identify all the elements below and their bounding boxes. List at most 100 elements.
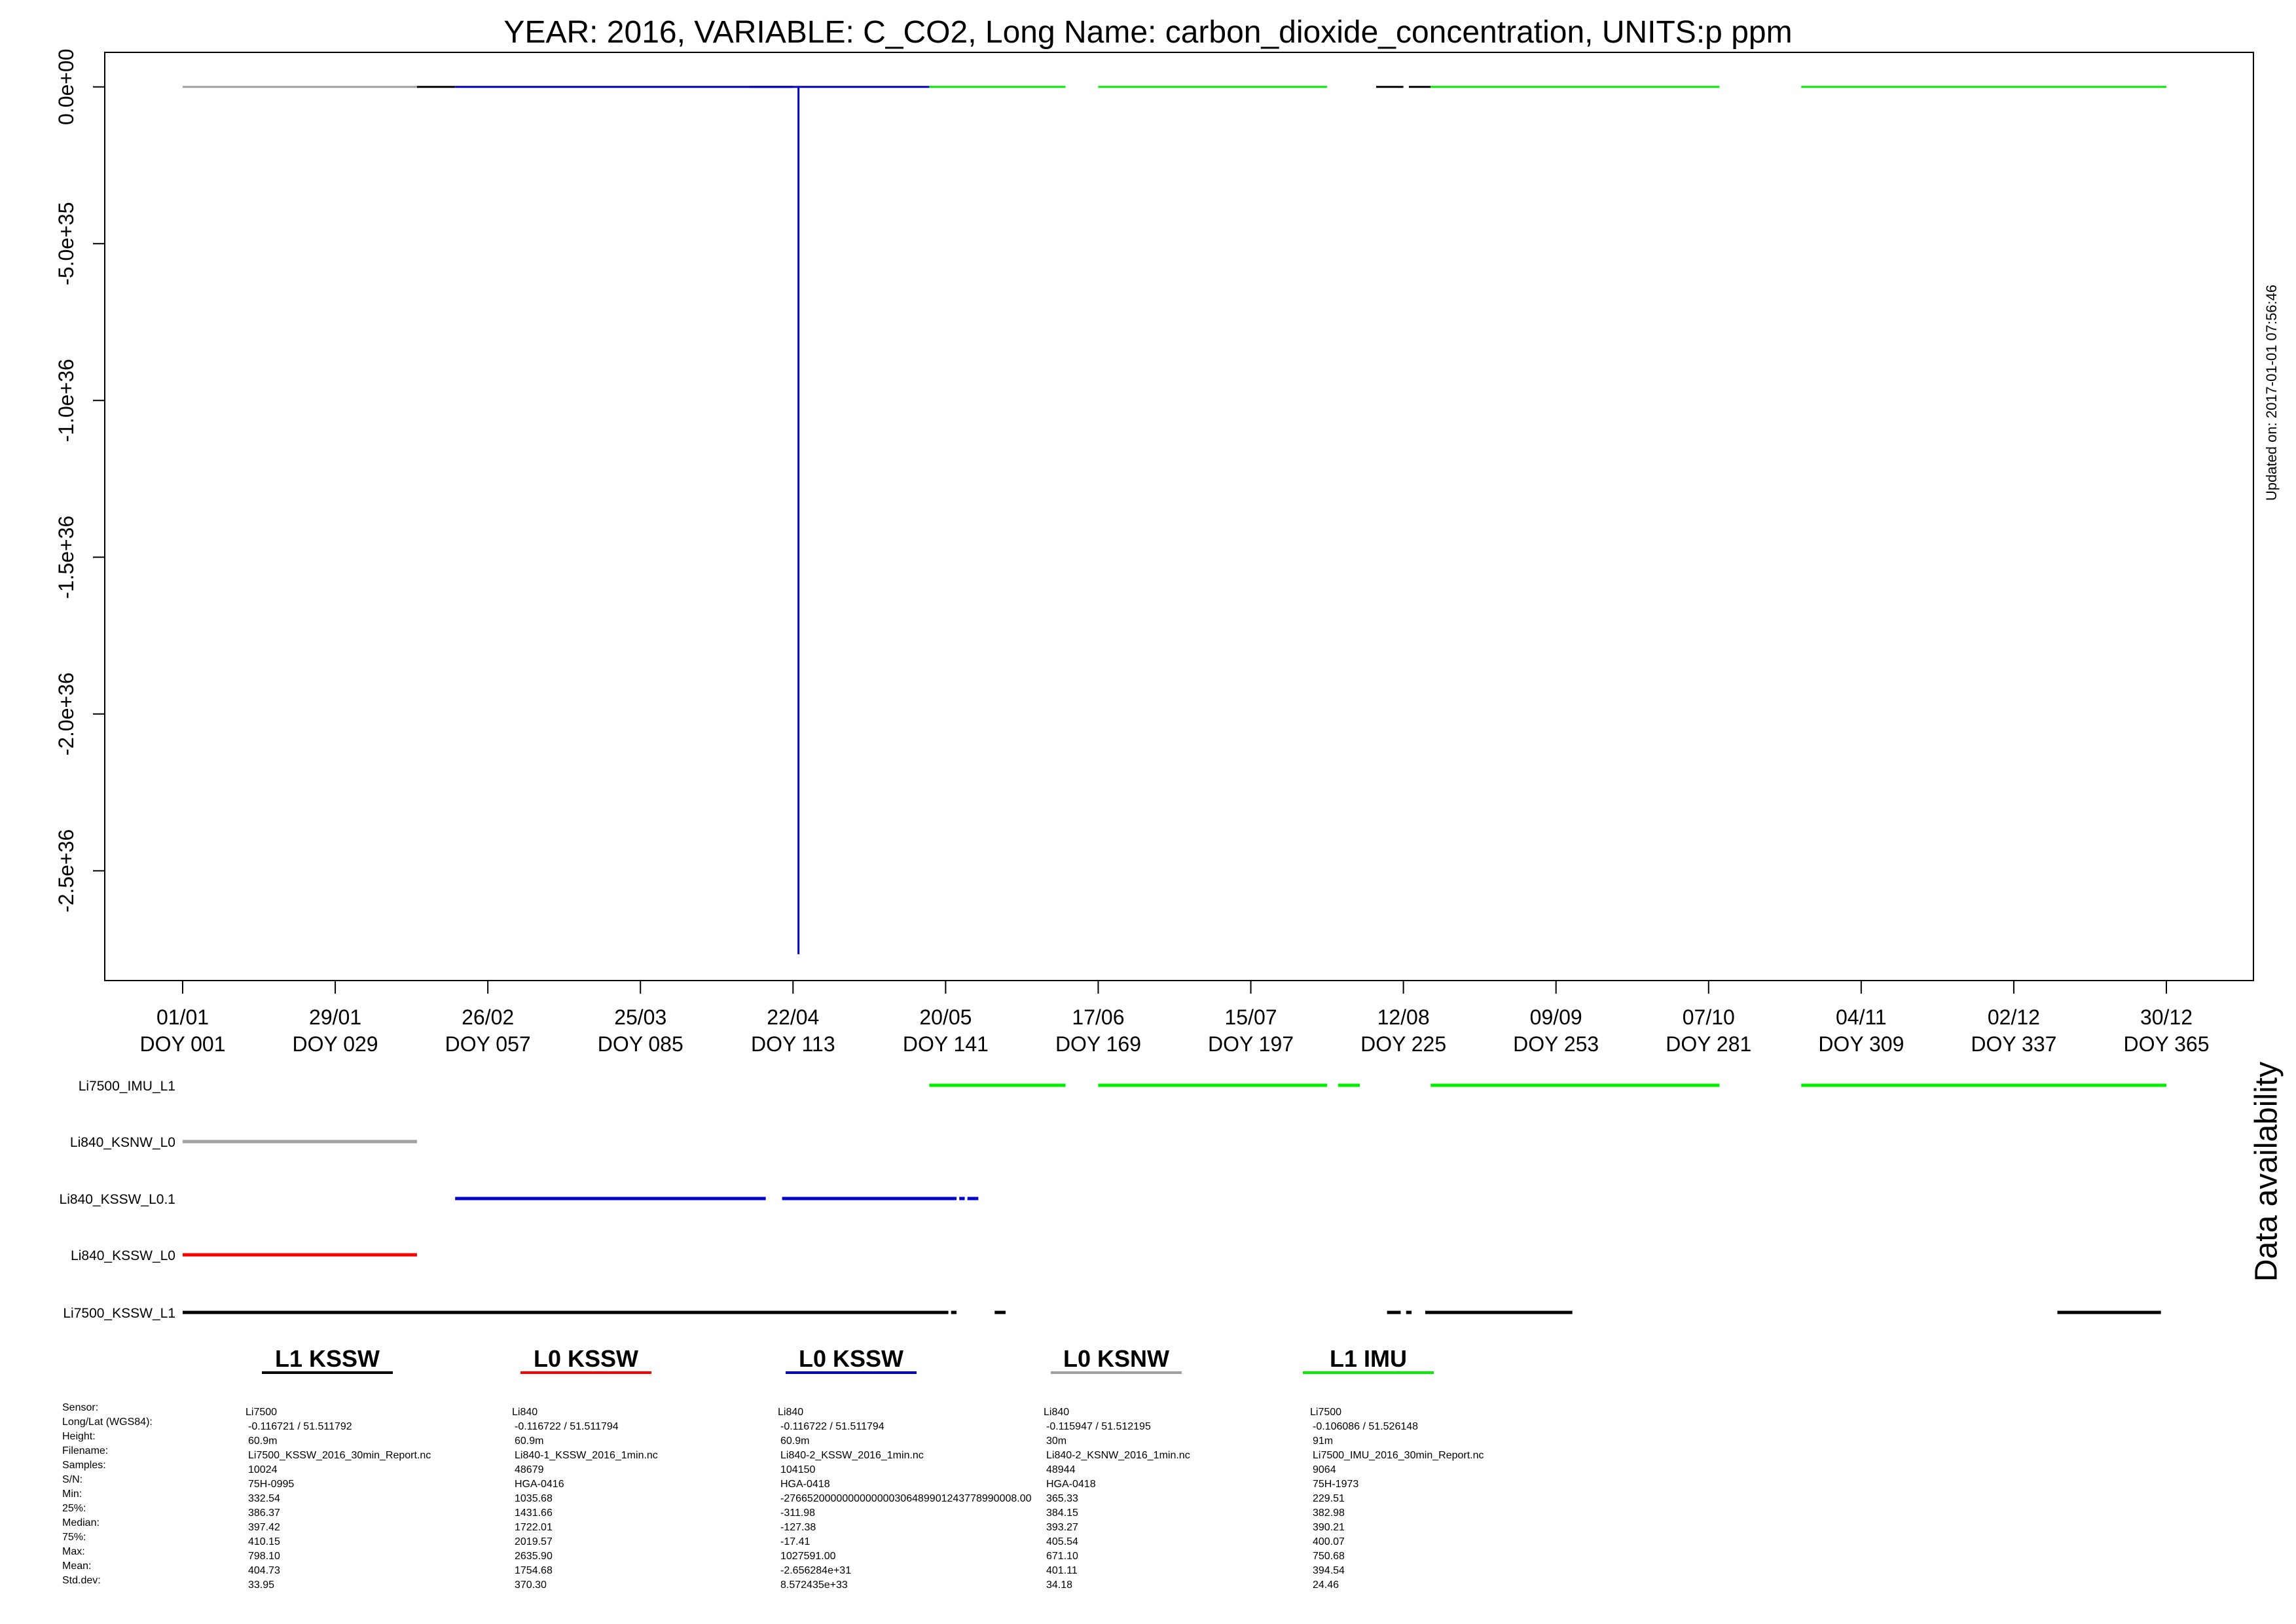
stats-value: Li840 bbox=[512, 1407, 538, 1418]
availability-axis-label: Data availability bbox=[2249, 1061, 2284, 1282]
x-tick-date: 09/09 bbox=[1530, 1005, 1582, 1029]
legend-label: L0 KSSW bbox=[533, 1345, 639, 1372]
stats-value: 405.54 bbox=[1046, 1536, 1078, 1547]
stats-column: Li7500 -0.116721 / 51.511792 60.9m Li7500_K… bbox=[246, 1405, 431, 1593]
x-tick-doy: DOY 281 bbox=[1666, 1032, 1751, 1056]
stats-value: 10024 bbox=[248, 1464, 278, 1475]
stats-value: 401.11 bbox=[1046, 1565, 1078, 1576]
availability-row-label: Li7500_IMU_L1 bbox=[79, 1079, 175, 1094]
stats-value: HGA-0418 bbox=[780, 1479, 830, 1490]
stats-label: Std.dev: bbox=[62, 1575, 101, 1586]
y-tick-label: -2.5e+36 bbox=[54, 829, 78, 912]
stats-value: Li840-1_KSSW_2016_1min.nc bbox=[515, 1450, 658, 1461]
x-tick-date: 04/11 bbox=[1836, 1005, 1887, 1029]
stats-value: 48944 bbox=[1046, 1464, 1076, 1475]
legend-swatch bbox=[262, 1371, 393, 1374]
stats-value: 332.54 bbox=[248, 1493, 280, 1504]
x-tick-date: 22/04 bbox=[767, 1005, 819, 1029]
updated-timestamp: Updated on: 2017-01-01 07:56:46 bbox=[2263, 284, 2280, 501]
y-tick-label: -2.0e+36 bbox=[54, 672, 78, 755]
stats-value: 24.46 bbox=[1313, 1579, 1339, 1591]
x-tick-doy: DOY 113 bbox=[751, 1032, 835, 1056]
availability-row-label: Li840_KSSW_L0 bbox=[71, 1248, 175, 1263]
legend-label: L0 KSSW bbox=[798, 1345, 904, 1372]
stats-value: 104150 bbox=[780, 1464, 816, 1475]
x-tick-date: 07/10 bbox=[1683, 1005, 1735, 1029]
stats-label: Max: bbox=[62, 1546, 85, 1557]
x-tick-date: 20/05 bbox=[919, 1005, 972, 1029]
stats-value: 48679 bbox=[515, 1464, 544, 1475]
stats-value: -2.656284e+31 bbox=[780, 1565, 852, 1576]
plot-frame bbox=[104, 52, 2254, 981]
stats-label: Filename: bbox=[62, 1445, 109, 1456]
x-tick-doy: DOY 085 bbox=[598, 1032, 683, 1056]
stats-value: Li7500_IMU_2016_30min_Report.nc bbox=[1313, 1450, 1484, 1461]
stats-value: 397.42 bbox=[248, 1522, 280, 1533]
stats-value: 60.9m bbox=[515, 1435, 544, 1447]
stats-value: -0.116721 / 51.511792 bbox=[248, 1421, 352, 1432]
x-tick-doy: DOY 225 bbox=[1360, 1032, 1446, 1056]
x-tick-date: 01/01 bbox=[156, 1005, 209, 1029]
stats-value: 671.10 bbox=[1046, 1551, 1078, 1562]
stats-label: 25%: bbox=[62, 1503, 86, 1514]
stats-value: 370.30 bbox=[515, 1579, 547, 1591]
stats-value: HGA-0416 bbox=[515, 1479, 564, 1490]
stats-value: 404.73 bbox=[248, 1565, 280, 1576]
x-tick-date: 15/07 bbox=[1224, 1005, 1277, 1029]
stats-value: 1754.68 bbox=[515, 1565, 553, 1576]
x-tick-doy: DOY 169 bbox=[1055, 1032, 1141, 1056]
stats-label: 75%: bbox=[62, 1532, 86, 1543]
legend-swatch bbox=[520, 1371, 651, 1374]
x-tick-date: 02/12 bbox=[1988, 1005, 2040, 1029]
stats-value: -0.106086 / 51.526148 bbox=[1313, 1421, 1419, 1432]
stats-column: Li840 -0.116722 / 51.511794 60.9m Li840-2_K… bbox=[778, 1405, 1032, 1593]
stats-value: 384.15 bbox=[1046, 1507, 1078, 1519]
x-tick-doy: DOY 001 bbox=[139, 1032, 225, 1056]
stats-value: HGA-0418 bbox=[1046, 1479, 1096, 1490]
availability-row-label: Li7500_KSSW_L1 bbox=[63, 1306, 175, 1321]
stats-label: Min: bbox=[62, 1489, 82, 1500]
stats-value: 1722.01 bbox=[515, 1522, 553, 1533]
stats-column: Li840 -0.115947 / 51.512195 30m Li840-2_KSN… bbox=[1044, 1405, 1190, 1593]
stats-value: 750.68 bbox=[1313, 1551, 1345, 1562]
stats-value: 410.15 bbox=[248, 1536, 280, 1547]
x-tick-date: 17/06 bbox=[1072, 1005, 1124, 1029]
x-tick-doy: DOY 141 bbox=[903, 1032, 989, 1056]
stats-value: 390.21 bbox=[1313, 1522, 1345, 1533]
stats-value: 34.18 bbox=[1046, 1579, 1073, 1591]
stats-label: Mean: bbox=[62, 1561, 92, 1572]
stats-label: Height: bbox=[62, 1431, 96, 1442]
stats-value: 60.9m bbox=[780, 1435, 810, 1447]
stats-value: 1431.66 bbox=[515, 1507, 553, 1519]
stats-value: 229.51 bbox=[1313, 1493, 1345, 1504]
x-tick-doy: DOY 253 bbox=[1513, 1032, 1599, 1056]
legend-swatch bbox=[1303, 1371, 1434, 1374]
stats-value: Li840-2_KSNW_2016_1min.nc bbox=[1046, 1450, 1190, 1461]
stats-value: 75H-0995 bbox=[248, 1479, 295, 1490]
x-tick-doy: DOY 197 bbox=[1208, 1032, 1294, 1056]
y-tick-label: -1.0e+36 bbox=[54, 359, 78, 442]
x-tick-date: 12/08 bbox=[1377, 1005, 1430, 1029]
x-tick-doy: DOY 337 bbox=[1971, 1032, 2056, 1056]
stats-value: -17.41 bbox=[780, 1536, 811, 1547]
stats-value: -276652000000000000030648990124377899000… bbox=[780, 1493, 1032, 1504]
x-tick-doy: DOY 029 bbox=[293, 1032, 378, 1056]
stats-value: 798.10 bbox=[248, 1551, 280, 1562]
y-tick-label: 0.0e+00 bbox=[54, 48, 78, 125]
stats-value: 30m bbox=[1046, 1435, 1067, 1447]
stats-value: Li7500 bbox=[1310, 1407, 1342, 1418]
availability-row-label: Li840_KSSW_L0.1 bbox=[60, 1192, 175, 1207]
stats-column: Li7500 -0.106086 / 51.526148 91m Li7500_IMU… bbox=[1310, 1405, 1484, 1593]
x-tick-doy: DOY 365 bbox=[2123, 1032, 2209, 1056]
stats-value: 33.95 bbox=[248, 1579, 275, 1591]
stats-value: 393.27 bbox=[1046, 1522, 1078, 1533]
stats-value: -0.116722 / 51.511794 bbox=[515, 1421, 619, 1432]
stats-value: Li7500_KSSW_2016_30min_Report.nc bbox=[248, 1450, 431, 1461]
stats-value: -127.38 bbox=[780, 1522, 816, 1533]
stats-label: Median: bbox=[62, 1517, 100, 1528]
stats-value: 8.572435e+33 bbox=[780, 1579, 848, 1591]
stats-value: 382.98 bbox=[1313, 1507, 1345, 1519]
chart-title: YEAR: 2016, VARIABLE: C_CO2, Long Name: … bbox=[503, 15, 1793, 50]
stats-value: 1027591.00 bbox=[780, 1551, 836, 1562]
